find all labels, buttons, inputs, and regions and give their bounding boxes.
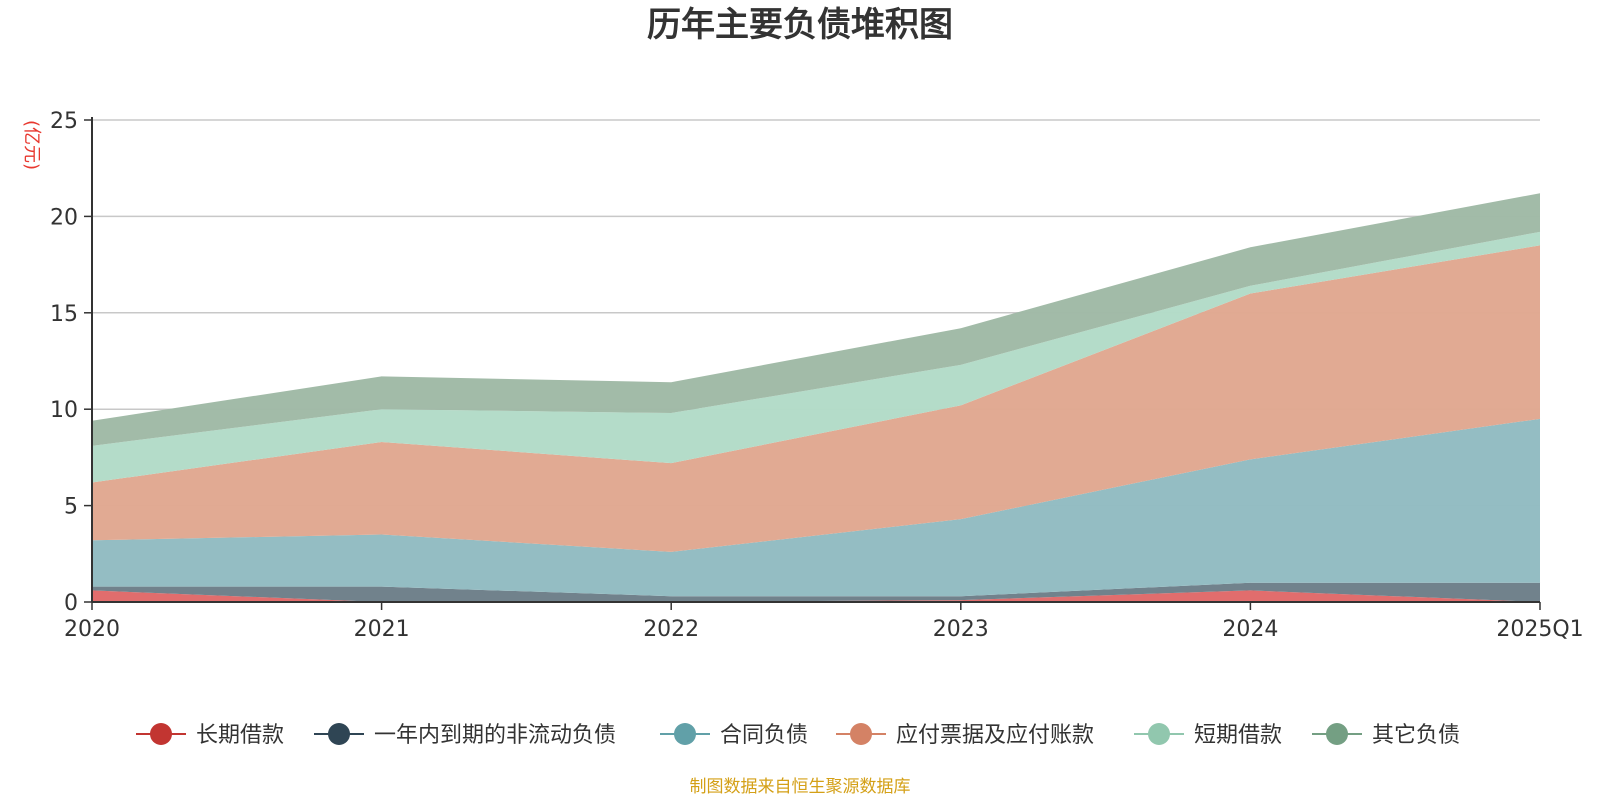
series-areas: [91, 193, 1541, 603]
area-series-5[interactable]: [92, 231, 1540, 483]
x-tick-label: 2022: [643, 617, 699, 642]
area-series-6[interactable]: [92, 193, 1540, 446]
legend-label: 短期借款: [1194, 723, 1282, 748]
y-axis-unit-label: (亿元): [21, 120, 42, 170]
legend[interactable]: 长期借款 一年内到期的非流动负债 合同负债 应付票据及应付账款 短期借款 其它负债: [136, 723, 1460, 748]
y-tick-label: 15: [50, 302, 78, 327]
y-tick-label: 10: [50, 398, 78, 423]
legend-label: 合同负债: [720, 723, 808, 748]
x-tick-label: 2025Q1: [1496, 617, 1583, 642]
source-note: 制图数据来自恒生聚源数据库: [690, 777, 911, 797]
legend-item-5[interactable]: 短期借款: [1134, 723, 1282, 748]
y-tick-label: 5: [64, 495, 78, 520]
axes: 0 5 10 15 20 25 2020 2021 2022 2023 2024 2025Q1: [50, 109, 1584, 642]
legend-item-3[interactable]: 合同负债: [660, 723, 808, 748]
x-tick-label: 2020: [64, 617, 120, 642]
area-series-1[interactable]: [92, 590, 1540, 602]
legend-label: 长期借款: [196, 723, 284, 748]
legend-circle-icon: [1326, 723, 1348, 745]
legend-circle-icon: [674, 723, 696, 745]
area-series-2[interactable]: [92, 582, 1540, 602]
area-series-3[interactable]: [92, 418, 1540, 597]
legend-item-4[interactable]: 应付票据及应付账款: [836, 723, 1094, 748]
legend-label: 应付票据及应付账款: [896, 723, 1094, 748]
legend-circle-icon: [1148, 723, 1170, 745]
x-tick-label: 2021: [354, 617, 410, 642]
x-tick-label: 2024: [1222, 617, 1278, 642]
legend-item-2[interactable]: 一年内到期的非流动负债: [314, 723, 616, 748]
legend-circle-icon: [850, 723, 872, 745]
legend-item-6[interactable]: 其它负债: [1312, 723, 1460, 748]
legend-label: 其它负债: [1372, 723, 1460, 748]
legend-circle-icon: [328, 723, 350, 745]
legend-circle-icon: [150, 723, 172, 745]
y-tick-label: 25: [50, 109, 78, 134]
area-series-4[interactable]: [92, 245, 1540, 552]
y-tick-label: 20: [50, 205, 78, 230]
x-tick-label: 2023: [933, 617, 989, 642]
y-tick-label: 0: [64, 591, 78, 616]
chart-title: 历年主要负债堆积图: [647, 5, 953, 45]
legend-label: 一年内到期的非流动负债: [374, 723, 616, 748]
legend-item-1[interactable]: 长期借款: [136, 723, 284, 748]
